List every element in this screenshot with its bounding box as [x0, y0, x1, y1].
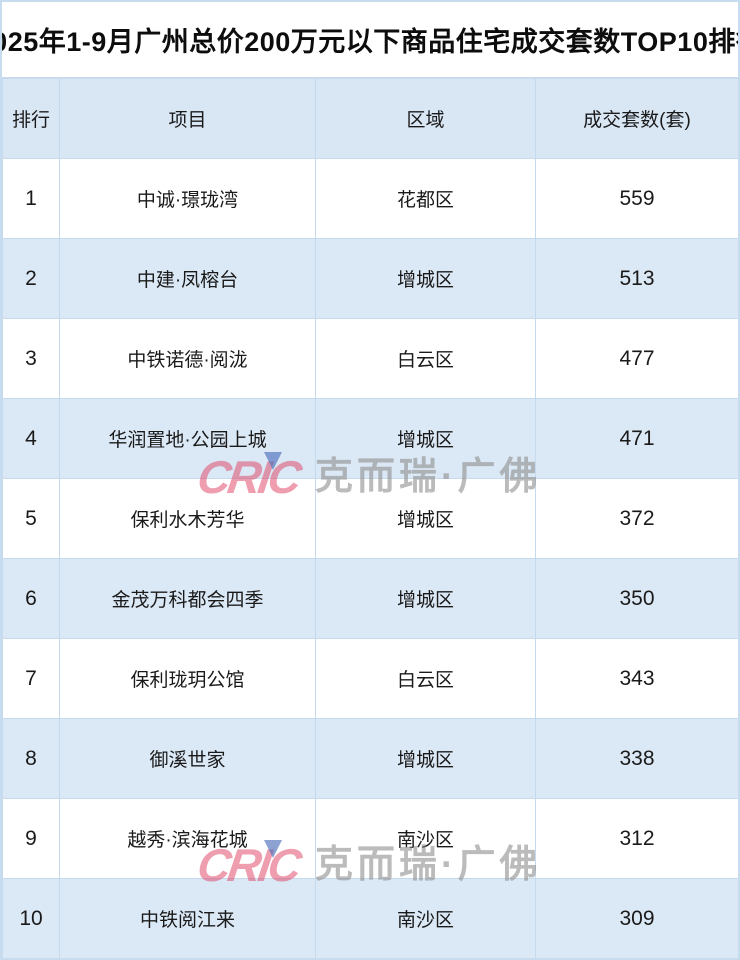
district-cell: 增城区 — [315, 558, 536, 639]
district-cell: 增城区 — [315, 238, 536, 319]
units-cell: 559 — [535, 158, 738, 239]
header-row: 排行 项目 区域 成交套数(套) — [2, 78, 738, 159]
district-cell: 白云区 — [315, 318, 536, 399]
title-bar: 2025年1-9月广州总价200万元以下商品住宅成交套数TOP10排行 — [2, 2, 738, 78]
project-cell: 中铁阅江来 — [59, 878, 316, 958]
table-row: 9 越秀·滨海花城 南沙区 312 — [2, 798, 738, 879]
header-district: 区域 — [315, 78, 536, 159]
table-row: 4 华润置地·公园上城 增城区 471 — [2, 398, 738, 479]
ranking-table: 排行 项目 区域 成交套数(套) 1 中诚·璟珑湾 花都区 559 2 中建·凤… — [2, 78, 738, 958]
table-row: 5 保利水木芳华 增城区 372 — [2, 478, 738, 559]
header-units: 成交套数(套) — [535, 78, 738, 159]
table-row: 7 保利珑玥公馆 白云区 343 — [2, 638, 738, 719]
units-cell: 477 — [535, 318, 738, 399]
district-cell: 增城区 — [315, 718, 536, 799]
units-cell: 309 — [535, 878, 738, 958]
project-cell: 中诚·璟珑湾 — [59, 158, 316, 239]
project-cell: 保利水木芳华 — [59, 478, 316, 559]
units-cell: 312 — [535, 798, 738, 879]
units-cell: 350 — [535, 558, 738, 639]
district-cell: 南沙区 — [315, 878, 536, 958]
rank-cell: 7 — [2, 638, 60, 719]
units-cell: 338 — [535, 718, 738, 799]
project-cell: 保利珑玥公馆 — [59, 638, 316, 719]
project-cell: 金茂万科都会四季 — [59, 558, 316, 639]
table-body: 1 中诚·璟珑湾 花都区 559 2 中建·凤榕台 增城区 513 3 中铁诺德… — [2, 158, 738, 958]
rank-cell: 9 — [2, 798, 60, 879]
district-cell: 花都区 — [315, 158, 536, 239]
units-cell: 513 — [535, 238, 738, 319]
project-cell: 越秀·滨海花城 — [59, 798, 316, 879]
district-cell: 增城区 — [315, 478, 536, 559]
project-cell: 华润置地·公园上城 — [59, 398, 316, 479]
district-cell: 白云区 — [315, 638, 536, 719]
rank-cell: 8 — [2, 718, 60, 799]
table-row: 1 中诚·璟珑湾 花都区 559 — [2, 158, 738, 239]
rank-cell: 2 — [2, 238, 60, 319]
rank-cell: 3 — [2, 318, 60, 399]
rank-cell: 4 — [2, 398, 60, 479]
table-header: 排行 项目 区域 成交套数(套) — [2, 78, 738, 159]
district-cell: 增城区 — [315, 398, 536, 479]
page-title: 2025年1-9月广州总价200万元以下商品住宅成交套数TOP10排行 — [0, 27, 740, 57]
project-cell: 中建·凤榕台 — [59, 238, 316, 319]
district-cell: 南沙区 — [315, 798, 536, 879]
units-cell: 471 — [535, 398, 738, 479]
project-cell: 中铁诺德·阅泷 — [59, 318, 316, 399]
header-project: 项目 — [59, 78, 316, 159]
table-row: 6 金茂万科都会四季 增城区 350 — [2, 558, 738, 639]
table-row: 3 中铁诺德·阅泷 白云区 477 — [2, 318, 738, 399]
rank-cell: 5 — [2, 478, 60, 559]
project-cell: 御溪世家 — [59, 718, 316, 799]
units-cell: 343 — [535, 638, 738, 719]
rank-cell: 6 — [2, 558, 60, 639]
rank-cell: 10 — [2, 878, 60, 958]
header-rank: 排行 — [2, 78, 60, 159]
rank-cell: 1 — [2, 158, 60, 239]
units-cell: 372 — [535, 478, 738, 559]
table-row: 10 中铁阅江来 南沙区 309 — [2, 878, 738, 958]
table-row: 2 中建·凤榕台 增城区 513 — [2, 238, 738, 319]
table-row: 8 御溪世家 增城区 338 — [2, 718, 738, 799]
